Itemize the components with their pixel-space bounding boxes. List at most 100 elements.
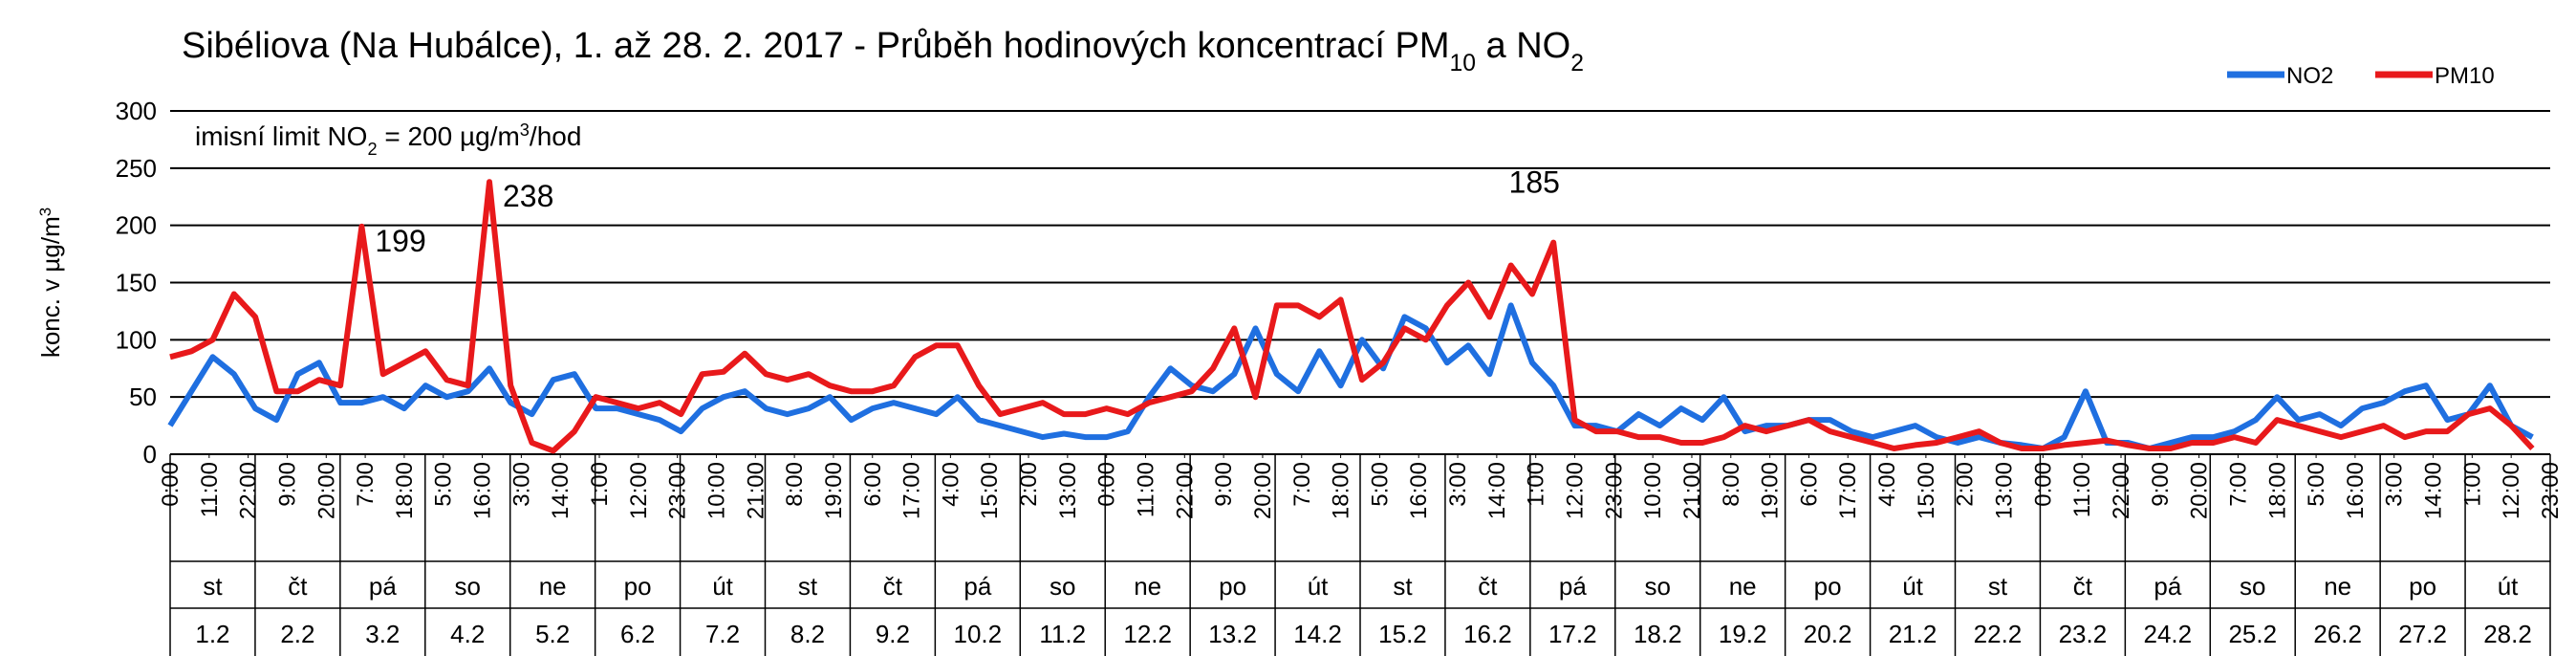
y-tick-label: 50 [129,383,157,411]
legend-label: NO2 [2286,63,2333,89]
x-tick-label: 11:00 [1133,462,1158,517]
x-tick-label: 13:00 [1992,462,2018,519]
date-label: 3.2 [365,620,400,648]
date-label: 23.2 [2059,620,2108,648]
date-label: 8.2 [790,620,825,648]
weekday-label: po [1219,572,1246,601]
x-tick-label: 21:00 [1679,462,1705,519]
weekday-label: čt [1478,572,1498,601]
chart-title-part: 10 [1450,51,1476,77]
date-label: 10.2 [954,620,1003,648]
x-tick-label: 10:00 [1640,462,1666,519]
y-tick-label: 300 [116,97,157,125]
chart-title-part: 2 [1570,51,1584,77]
x-tick-label: 11:00 [197,462,223,517]
x-tick-label: 16:00 [470,462,496,519]
x-tick-label: 20:00 [314,462,339,519]
x-tick-label: 8:00 [1719,462,1744,507]
x-tick-label: 7:00 [353,462,379,507]
weekday-label: út [712,572,733,601]
weekday-label: st [798,572,818,601]
x-tick-label: 0:00 [2030,462,2056,507]
limit-note-part: = 200 µg/m [378,121,520,151]
x-tick-label: 9:00 [1211,462,1237,507]
x-tick-label: 18:00 [1329,462,1354,519]
x-tick-label: 1:00 [1524,462,1549,507]
x-tick-label: 1:00 [587,462,613,507]
weekday-label: ne [1134,572,1161,601]
y-axis-label: konc. v µg/m3 [36,208,66,358]
date-label: 5.2 [535,620,570,648]
x-tick-label: 19:00 [821,462,847,519]
date-label: 15.2 [1378,620,1427,648]
x-tick-label: 15:00 [977,462,1003,519]
weekday-label: st [203,572,223,601]
x-tick-label: 23:00 [1601,462,1627,519]
x-tick-label: 22:00 [236,462,262,519]
weekday-label: pá [2154,572,2181,601]
date-label: 16.2 [1463,620,1512,648]
x-tick-label: 14:00 [2421,462,2447,519]
x-tick-label: 17:00 [1835,462,1861,519]
x-tick-label: 18:00 [2264,462,2290,519]
annotation: 238 [503,179,553,213]
x-tick-label: 16:00 [2343,462,2369,519]
weekday-label: po [624,572,652,601]
x-tick-label: 22:00 [2109,462,2134,519]
x-tick-label: 18:00 [392,462,418,519]
limit-note-part: imisní limit NO [195,121,367,151]
x-tick-label: 3:00 [2382,462,2408,507]
x-tick-label: 5:00 [2304,462,2329,507]
weekday-label: ne [539,572,567,601]
date-label: 1.2 [195,620,229,648]
date-label: 11.2 [1039,620,1086,648]
date-label: 4.2 [450,620,485,648]
weekday-label: po [1814,572,1842,601]
x-tick-label: 8:00 [782,462,808,507]
weekday-label: st [1988,572,2008,601]
weekday-label: pá [369,572,397,601]
chart-title-part: Sibéliova (Na Hubálce), 1. až 28. 2. 201… [182,26,1450,66]
date-label: 14.2 [1293,620,1342,648]
x-tick-label: 4:00 [1874,462,1900,507]
x-tick-label: 15:00 [1914,462,1939,519]
y-tick-label: 250 [116,154,157,183]
x-tick-label: 1:00 [2459,462,2485,507]
weekday-label: po [2409,572,2436,601]
date-label: 21.2 [1889,620,1937,648]
limit-note-part: /hod [530,121,582,151]
date-label: 24.2 [2144,620,2193,648]
x-tick-label: 20:00 [1250,462,1276,519]
limit-note: imisní limit NO2 = 200 µg/m3/hod [195,120,581,159]
x-tick-label: 23:00 [665,462,691,519]
date-label: 9.2 [876,620,910,648]
x-tick-label: 3:00 [1445,462,1471,507]
date-label: 19.2 [1719,620,1767,648]
weekday-label: st [1393,572,1413,601]
x-tick-label: 5:00 [1367,462,1393,507]
weekday-label: ne [2324,572,2351,601]
y-axis-label-part: 3 [36,208,54,216]
date-label: 2.2 [280,620,314,648]
date-label: 18.2 [1634,620,1682,648]
legend-label: PM10 [2435,63,2495,89]
x-tick-label: 7:00 [1289,462,1315,507]
y-tick-label: 100 [116,325,157,354]
x-tick-label: 6:00 [860,462,886,507]
weekday-label: út [2498,572,2519,601]
x-tick-label: 20:00 [2187,462,2213,519]
x-tick-label: 11:00 [2069,462,2095,517]
annotation: 185 [1509,165,1560,200]
y-tick-label: 0 [143,440,157,469]
weekday-label: so [1050,572,1075,601]
limit-note-part: 2 [367,140,377,159]
x-tick-label: 3:00 [509,462,534,507]
weekday-label: so [455,572,481,601]
weekday-label: čt [883,572,903,601]
weekday-label: út [1308,572,1329,601]
x-tick-label: 12:00 [1563,462,1589,519]
date-label: 27.2 [2398,620,2447,648]
date-label: 12.2 [1123,620,1172,648]
x-tick-label: 17:00 [899,462,925,519]
date-label: 26.2 [2313,620,2362,648]
